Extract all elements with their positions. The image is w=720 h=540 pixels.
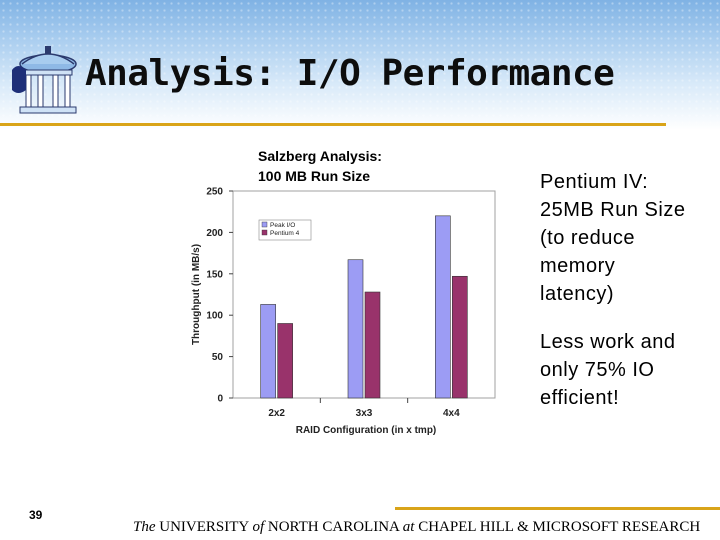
bar-peak-io [347,259,364,399]
bar-pentium-4 [277,323,293,399]
footer-credit: The UNIVERSITY of NORTH CAROLINA at CHAP… [133,519,700,536]
chart-caption: Salzberg Analysis: 100 MB Run Size [258,146,382,186]
chart-caption-line-2: 100 MB Run Size [258,168,371,184]
bar-peak-io [260,304,276,399]
bar-pentium-4 [452,275,468,399]
side-note-line: Less work and [540,331,676,353]
x-tick-label: 3x3 [356,408,373,419]
footer-north-carolina: NORTH CAROLINA [264,519,403,535]
side-note-efficiency: Less work and only 75% IO efficient! [540,328,720,412]
side-note-line: (to reduce [540,227,636,249]
side-note-line: 25MB Run Size [540,199,686,221]
side-note-pentium: Pentium IV: 25MB Run Size (to reduce mem… [540,168,720,308]
side-note-line: efficient! [540,387,620,409]
y-tick-label: 250 [206,187,223,198]
legend-swatch-pentium-4 [261,229,268,236]
side-note-line: Pentium IV: [540,171,649,193]
throughput-bar-chart: 0 50 100 150 200 250 2x2 3x3 4x4 RAID Configurati… [185,186,550,439]
y-tick-label: 100 [206,311,223,322]
y-axis-label: Throughput (in MB/s) [191,244,202,345]
slide-number: 39 [29,508,43,522]
bar-peak-io [435,215,451,399]
y-tick-label: 150 [206,269,223,280]
side-note-line: memory [540,255,616,277]
footer-rule [395,507,720,510]
legend-box [258,219,312,241]
footer-rest: CHAPEL HILL & MICROSOFT RESEARCH [414,519,701,535]
x-tick-label: 4x4 [443,408,460,419]
bar-pentium-4 [364,291,381,399]
legend-label-peak-io: Peak I/O [270,222,295,229]
footer-of: of [252,519,265,535]
title-underline [0,123,666,126]
y-tick-label: 50 [212,352,224,363]
y-tick-label: 200 [206,228,223,239]
x-tick-label: 2x2 [268,408,285,419]
footer-at: at [402,519,415,535]
x-axis-label: RAID Configuration (in x tmp) [296,425,437,436]
header-background [0,0,720,130]
slide-title: Analysis: I/O Performance [85,53,615,94]
legend-label-pentium-4: Pentium 4 [270,230,300,237]
footer-university: UNIVERSITY [155,519,253,535]
legend-swatch-peak-io [261,221,268,228]
side-note-line: latency) [540,283,615,305]
side-note-line: only 75% IO [540,359,655,381]
chart-caption-line-1: Salzberg Analysis: [258,148,382,164]
side-notes: Pentium IV: 25MB Run Size (to reduce mem… [540,168,720,412]
footer-the: The [133,519,156,535]
old-well-logo-icon [12,46,77,114]
y-tick-label: 0 [217,394,223,405]
